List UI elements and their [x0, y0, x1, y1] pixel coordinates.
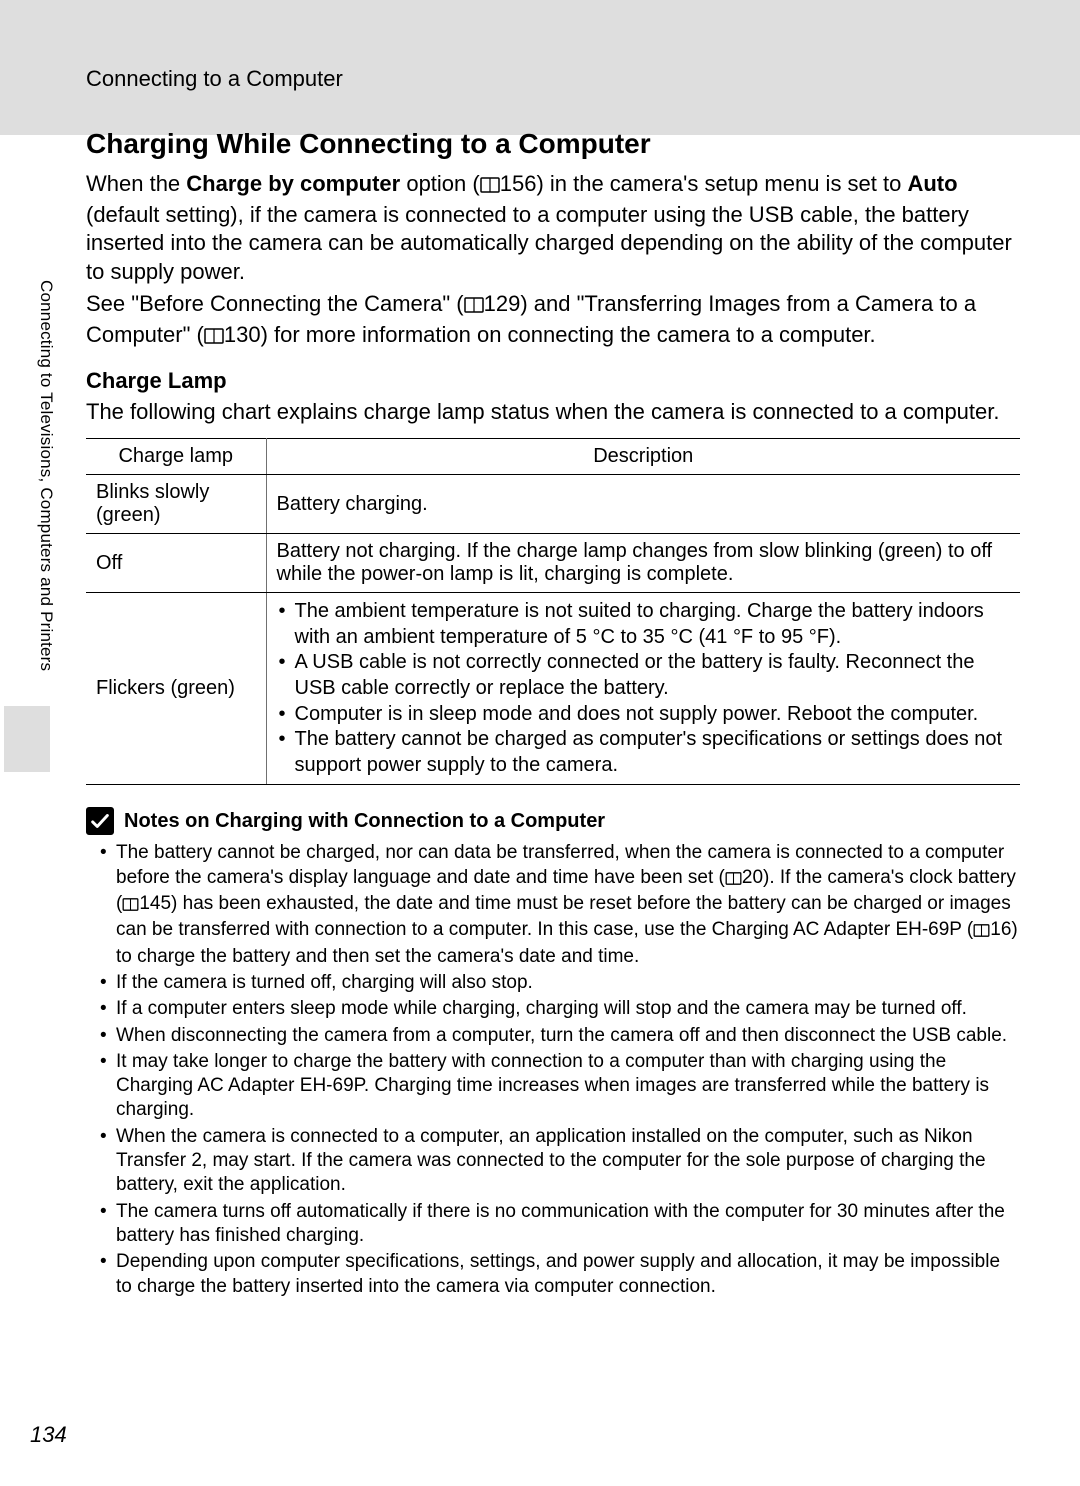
list-item: The camera turns off automatically if th… — [100, 1200, 1020, 1249]
text: When the — [86, 171, 186, 196]
text: (default setting), if the camera is conn… — [86, 202, 1012, 284]
col-header-lamp: Charge lamp — [86, 439, 266, 475]
list-item: The battery cannot be charged, nor can d… — [100, 841, 1020, 969]
ref-number: 145 — [139, 893, 171, 914]
manual-ref-icon — [464, 292, 484, 321]
ref-number: 16 — [990, 919, 1011, 940]
list-item: The battery cannot be charged as compute… — [277, 727, 1011, 778]
text: ) for more information on connecting the… — [261, 322, 876, 347]
text: ) has been exhausted, the date and time … — [116, 893, 1011, 940]
ref-number: 20 — [742, 867, 763, 888]
intro-paragraph-2: See "Before Connecting the Camera" ( 129)… — [86, 290, 1020, 351]
breadcrumb: Connecting to a Computer — [86, 66, 1020, 92]
manual-ref-icon — [122, 894, 139, 918]
ref-number: 130 — [224, 322, 261, 347]
side-tab — [4, 706, 50, 772]
intro-paragraph-1: When the Charge by computer option ( 156)… — [86, 170, 1020, 286]
list-item: A USB cable is not correctly connected o… — [277, 650, 1011, 701]
notes-title: Notes on Charging with Connection to a C… — [124, 810, 605, 833]
bold-text: Charge by computer — [186, 171, 400, 196]
cell-lamp: Off — [86, 534, 266, 593]
page-number: 134 — [30, 1422, 67, 1448]
notes-block: Notes on Charging with Connection to a C… — [86, 807, 1020, 1299]
col-header-desc: Description — [266, 439, 1020, 475]
desc-bullets: The ambient temperature is not suited to… — [277, 599, 1011, 778]
list-item: The ambient temperature is not suited to… — [277, 599, 1011, 650]
manual-ref-icon — [480, 172, 500, 201]
table-row: Off Battery not charging. If the charge … — [86, 534, 1020, 593]
charge-lamp-table: Charge lamp Description Blinks slowly (g… — [86, 438, 1020, 785]
caution-check-icon — [86, 807, 114, 835]
notes-header: Notes on Charging with Connection to a C… — [86, 807, 1020, 835]
list-item: If a computer enters sleep mode while ch… — [100, 997, 1020, 1021]
cell-lamp: Blinks slowly (green) — [86, 475, 266, 534]
ref-number: 156 — [500, 171, 537, 196]
text: option ( — [400, 171, 480, 196]
text: See "Before Connecting the Camera" ( — [86, 291, 464, 316]
table-row: Blinks slowly (green) Battery charging. — [86, 475, 1020, 534]
list-item: Computer is in sleep mode and does not s… — [277, 702, 1011, 728]
notes-list: The battery cannot be charged, nor can d… — [100, 841, 1020, 1299]
manual-ref-icon — [973, 920, 990, 944]
cell-lamp: Flickers (green) — [86, 593, 266, 785]
cell-desc: Battery charging. — [266, 475, 1020, 534]
ref-number: 129 — [484, 291, 521, 316]
cell-desc: The ambient temperature is not suited to… — [266, 593, 1020, 785]
table-header-row: Charge lamp Description — [86, 439, 1020, 475]
manual-ref-icon — [725, 868, 742, 892]
list-item: When the camera is connected to a comput… — [100, 1125, 1020, 1198]
page-content: Connecting to a Computer Charging While … — [0, 0, 1080, 1299]
list-item: If the camera is turned off, charging wi… — [100, 971, 1020, 995]
manual-ref-icon — [204, 323, 224, 352]
section-title-charge-lamp: Charge Lamp — [86, 368, 1020, 394]
list-item: When disconnecting the camera from a com… — [100, 1024, 1020, 1048]
list-item: It may take longer to charge the battery… — [100, 1050, 1020, 1123]
charge-lamp-desc: The following chart explains charge lamp… — [86, 398, 1020, 427]
cell-desc: Battery not charging. If the charge lamp… — [266, 534, 1020, 593]
list-item: Depending upon computer specifications, … — [100, 1250, 1020, 1299]
page-title: Charging While Connecting to a Computer — [86, 128, 1020, 160]
table-row: Flickers (green) The ambient temperature… — [86, 593, 1020, 785]
text: ) in the camera's setup menu is set to — [536, 171, 907, 196]
side-section-label: Connecting to Televisions, Computers and… — [36, 280, 56, 671]
bold-text: Auto — [907, 171, 957, 196]
